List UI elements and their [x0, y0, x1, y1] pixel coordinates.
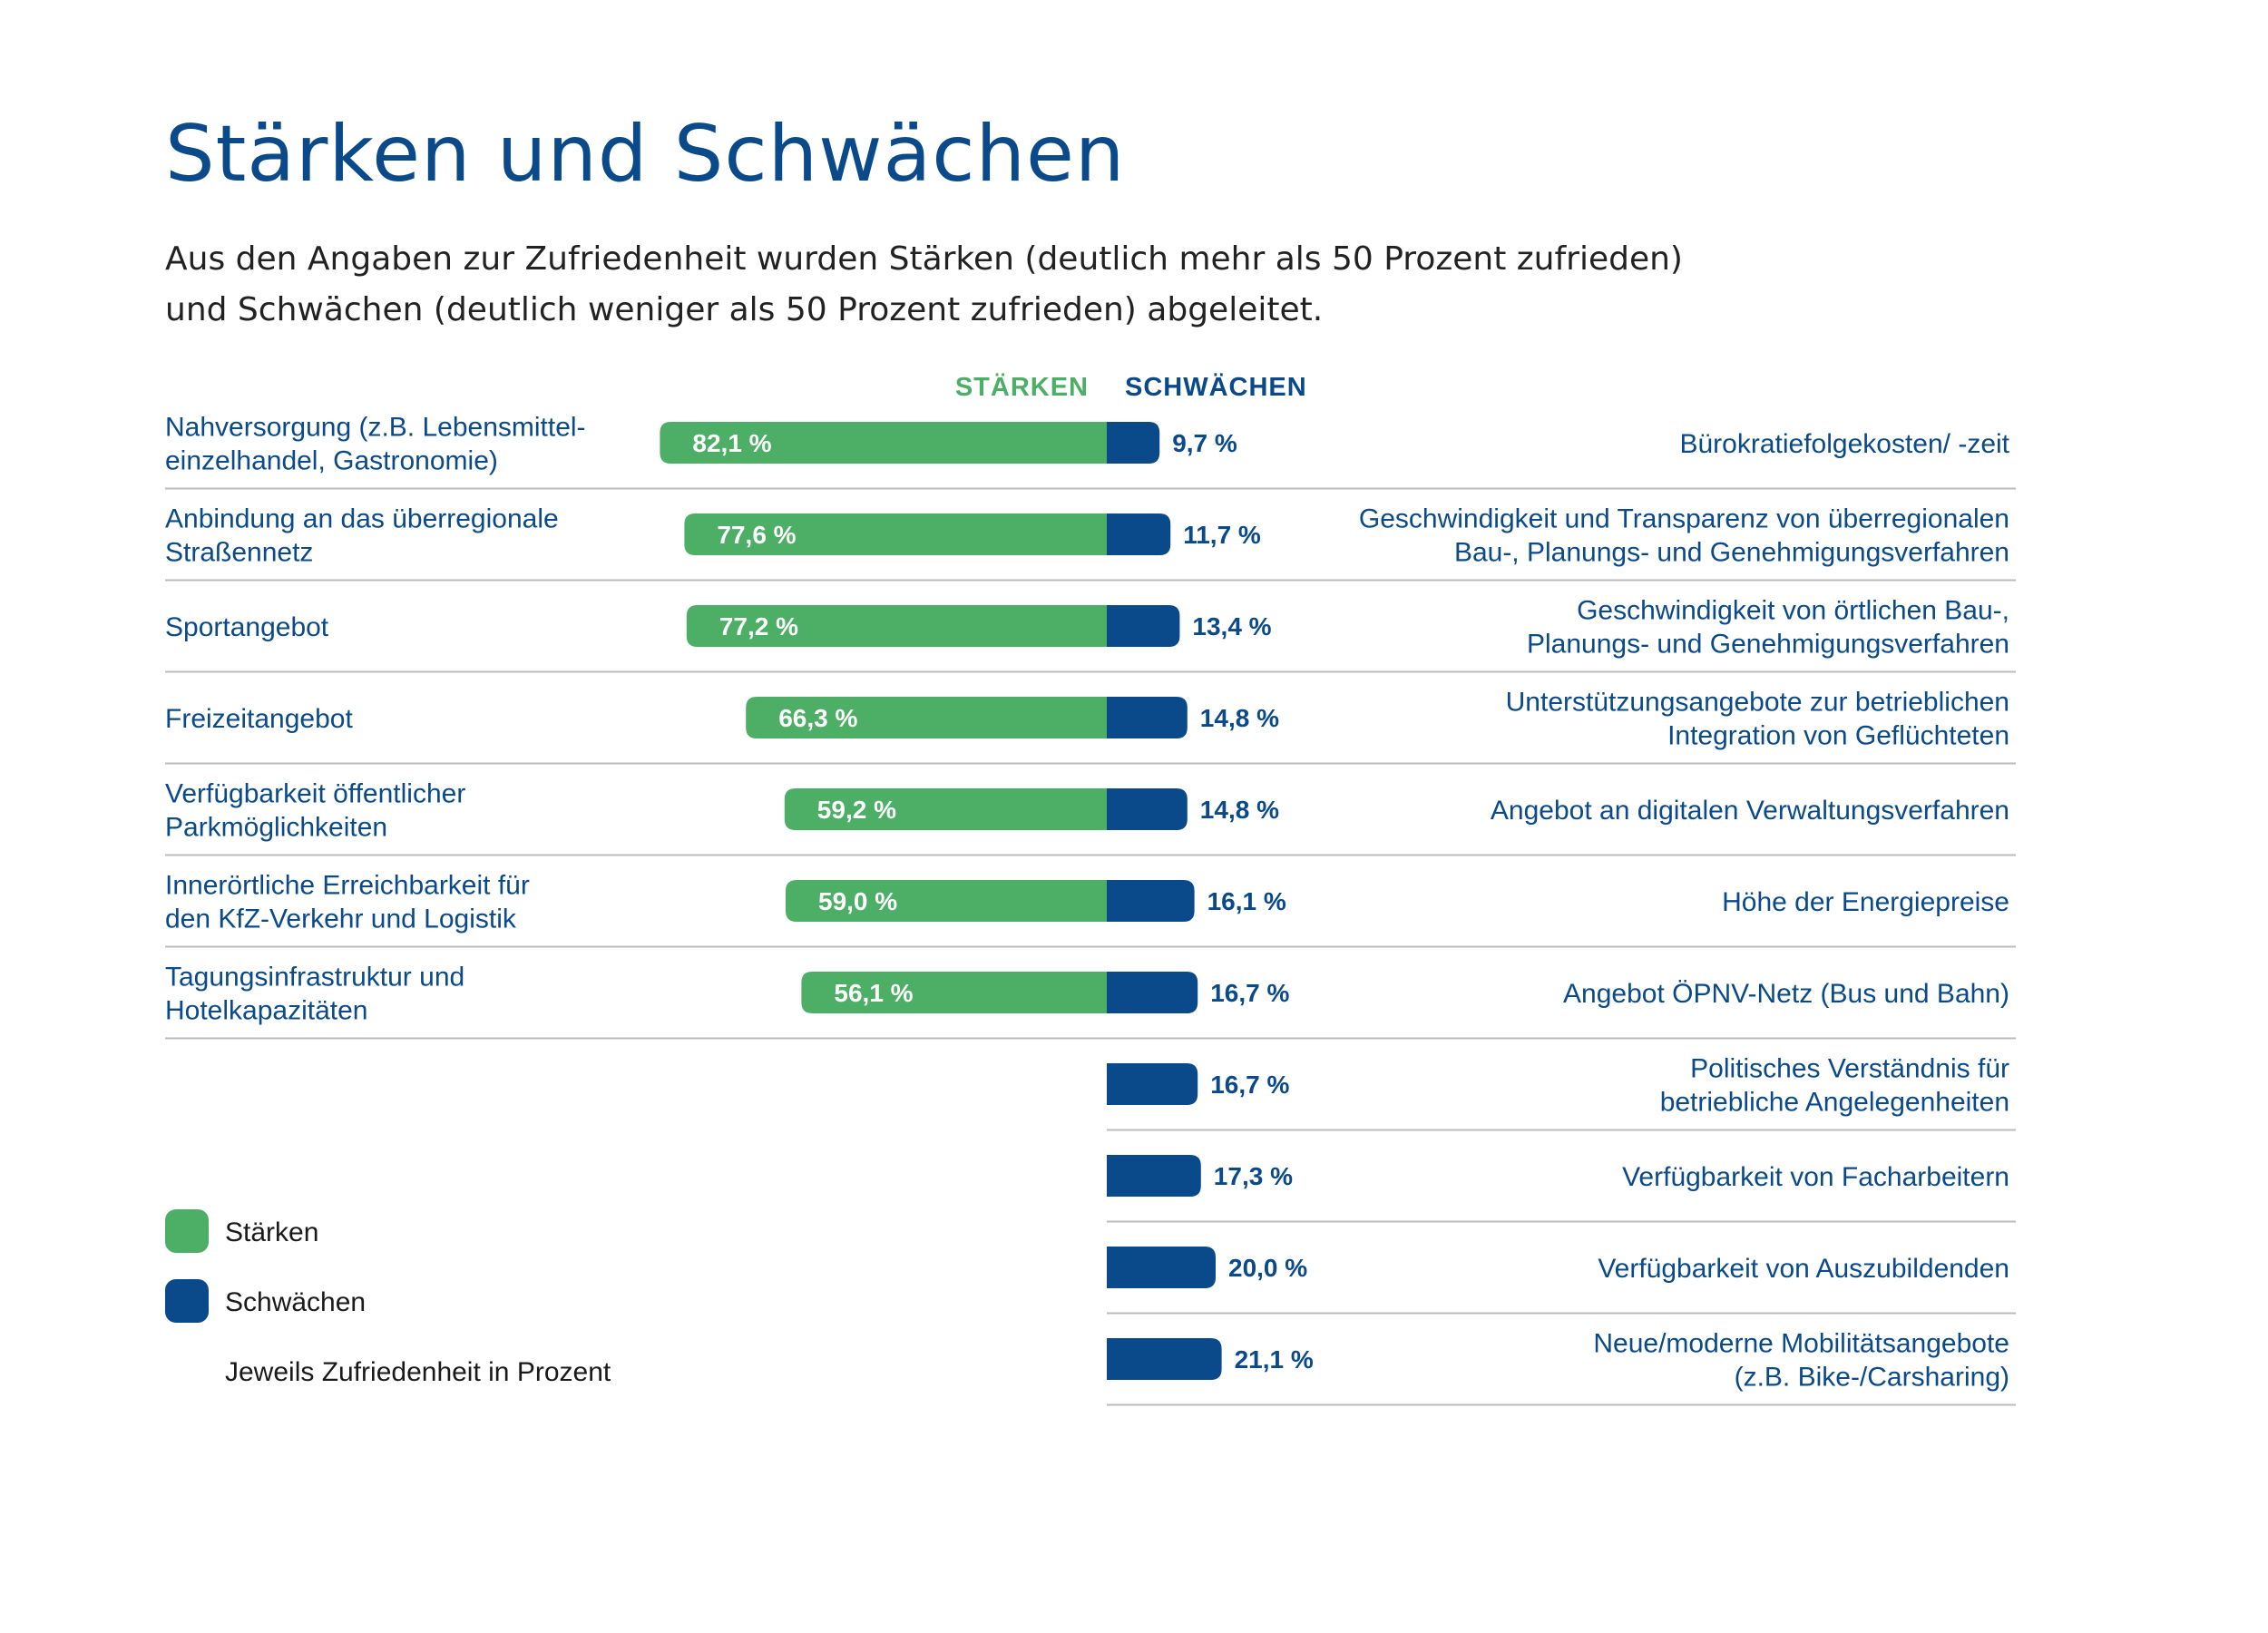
subtitle-line-2: und Schwächen (deutlich weniger als 50 P… — [165, 291, 1324, 328]
weakness-bar — [1107, 422, 1160, 464]
subtitle-line-1: Aus den Angaben zur Zufriedenheit wurden… — [165, 240, 1683, 278]
weakness-value-label: 17,3 % — [1214, 1162, 1293, 1190]
weakness-value-label: 14,8 % — [1200, 796, 1279, 824]
weakness-label: Angebot an digitalen Verwaltungsverfahre… — [1491, 796, 2009, 826]
weakness-label-line: Geschwindigkeit von örtlichen Bau-, — [1577, 596, 2009, 626]
strength-bar — [746, 697, 1107, 738]
weakness-value-label: 16,7 % — [1210, 1071, 1289, 1099]
strength-value-label: 66,3 % — [778, 704, 857, 732]
strength-label-line: Tagungsinfrastruktur und — [165, 963, 464, 993]
weakness-value-label: 16,1 % — [1207, 887, 1286, 915]
weakness-label: Neue/moderne Mobilitätsangebote (z.B. Bik… — [1593, 1329, 2009, 1393]
weakness-label: Politisches Verständnis für betriebliche … — [1660, 1054, 2009, 1118]
weakness-value-label: 21,1 % — [1235, 1345, 1314, 1374]
weakness-bar — [1107, 880, 1195, 922]
strength-label-line: Anbindung an das überregionale — [165, 504, 559, 534]
weakness-label-line: Verfügbarkeit von Facharbeitern — [1622, 1162, 2009, 1192]
strength-label-line: Sportangebot — [165, 612, 329, 642]
strength-label-line: Nahversorgung (z.B. Lebensmittel- — [165, 413, 586, 443]
strength-label-line: Verfügbarkeit öffentlicher — [165, 779, 465, 809]
weakness-label-line: betriebliche Angelegenheiten — [1660, 1088, 2009, 1118]
strength-label-line: einzelhandel, Gastronomie) — [165, 446, 498, 476]
weakness-bar — [1107, 1063, 1198, 1105]
weakness-value-label: 13,4 % — [1192, 612, 1271, 640]
weakness-label: Angebot ÖPNV-Netz (Bus und Bahn) — [1563, 979, 2009, 1009]
header-weaknesses: SCHWÄCHEN — [1125, 372, 1307, 402]
strength-label: Freizeitangebot — [165, 704, 353, 734]
weakness-bar — [1107, 605, 1180, 647]
weakness-label: Verfügbarkeit von Facharbeitern — [1622, 1162, 2009, 1192]
weakness-label: Höhe der Energiepreise — [1722, 887, 2009, 917]
weakness-value-label: 16,7 % — [1210, 979, 1289, 1007]
weakness-bar — [1107, 697, 1188, 738]
strength-label: Sportangebot — [165, 612, 329, 642]
weakness-label-line: Verfügbarkeit von Auszubildenden — [1598, 1254, 2009, 1284]
strength-value-label: 77,2 % — [719, 612, 798, 640]
strength-bar — [801, 972, 1107, 1013]
weakness-label: Unterstützungsangebote zur betrieblichen… — [1506, 688, 2009, 751]
strength-label: Tagungsinfrastruktur und Hotelkapazitäten — [165, 963, 464, 1026]
weakness-label-line: Neue/moderne Mobilitätsangebote — [1593, 1329, 2009, 1359]
strength-label: Anbindung an das überregionale Straßennet… — [165, 504, 559, 568]
weakness-label-line: Geschwindigkeit und Transparenz von über… — [1359, 504, 2009, 534]
weakness-label-line: Angebot an digitalen Verwaltungsverfahre… — [1491, 796, 2009, 826]
weakness-label-line: Unterstützungsangebote zur betrieblichen — [1506, 688, 2009, 718]
weakness-value-label: 20,0 % — [1228, 1254, 1307, 1282]
strength-label-line: Parkmöglichkeiten — [165, 813, 387, 843]
page-subtitle: Aus den Angaben zur Zufriedenheit wurden… — [165, 234, 1707, 336]
strength-bar — [684, 513, 1107, 555]
weakness-label-line: Angebot ÖPNV-Netz (Bus und Bahn) — [1563, 979, 2009, 1009]
strength-bar — [686, 605, 1107, 647]
strength-label-line: Innerörtliche Erreichbarkeit für — [165, 871, 530, 901]
strength-label-line: Freizeitangebot — [165, 704, 353, 734]
strength-value-label: 56,1 % — [834, 979, 913, 1007]
page-title: Stärken und Schwächen — [165, 109, 1126, 200]
weakness-value-label: 11,7 % — [1183, 521, 1261, 549]
strength-bar — [660, 422, 1107, 464]
strength-bar — [786, 880, 1107, 922]
weakness-label-line: (z.B. Bike-/Carsharing) — [1735, 1363, 2009, 1393]
weakness-bar — [1107, 1247, 1216, 1288]
weakness-bar — [1107, 1338, 1222, 1380]
weakness-bar — [1107, 972, 1198, 1013]
strength-label-line: den KfZ-Verkehr und Logistik — [165, 905, 517, 934]
weakness-label: Verfügbarkeit von Auszubildenden — [1598, 1254, 2009, 1284]
weakness-label: Geschwindigkeit und Transparenz von über… — [1359, 504, 2009, 568]
strength-value-label: 82,1 % — [692, 429, 771, 457]
weakness-label-line: Bau-, Planungs- und Genehmigungsverfahre… — [1454, 538, 2009, 568]
legend-strength-swatch — [165, 1209, 209, 1253]
legend-weakness-label: Schwächen — [225, 1287, 366, 1317]
legend-note: Jeweils Zufriedenheit in Prozent — [225, 1357, 611, 1387]
legend-weakness-swatch — [165, 1279, 209, 1323]
weakness-label-line: Höhe der Energiepreise — [1722, 887, 2009, 917]
strength-label: Verfügbarkeit öffentlicher Parkmöglichkei… — [165, 779, 465, 843]
strength-value-label: 77,6 % — [717, 521, 796, 549]
weakness-label: Geschwindigkeit von örtlichen Bau-, Planu… — [1527, 596, 2009, 660]
strength-bar — [784, 788, 1107, 830]
weakness-label-line: Politisches Verständnis für — [1690, 1054, 2009, 1084]
strength-label-line: Straßennetz — [165, 538, 313, 568]
strength-label-line: Hotelkapazitäten — [165, 996, 367, 1026]
weakness-label-line: Bürokratiefolgekosten/ -zeit — [1679, 429, 2009, 459]
weakness-label: Bürokratiefolgekosten/ -zeit — [1679, 429, 2009, 459]
weakness-value-label: 9,7 % — [1172, 429, 1237, 457]
strength-label: Innerörtliche Erreichbarkeit für den KfZ-… — [165, 871, 530, 934]
legend-strength-label: Stärken — [225, 1217, 318, 1247]
strength-value-label: 59,2 % — [817, 796, 896, 824]
header-strengths: STÄRKEN — [955, 372, 1089, 402]
weakness-label-line: Planungs- und Genehmigungsverfahren — [1527, 630, 2009, 660]
weakness-bar — [1107, 788, 1188, 830]
weakness-bar — [1107, 1155, 1201, 1197]
weakness-label-line: Integration von Geflüchteten — [1667, 721, 2009, 751]
strength-label: Nahversorgung (z.B. Lebensmittel-einzelh… — [165, 413, 586, 476]
weakness-value-label: 14,8 % — [1200, 704, 1279, 732]
strength-value-label: 59,0 % — [818, 887, 897, 915]
weakness-bar — [1107, 513, 1171, 555]
